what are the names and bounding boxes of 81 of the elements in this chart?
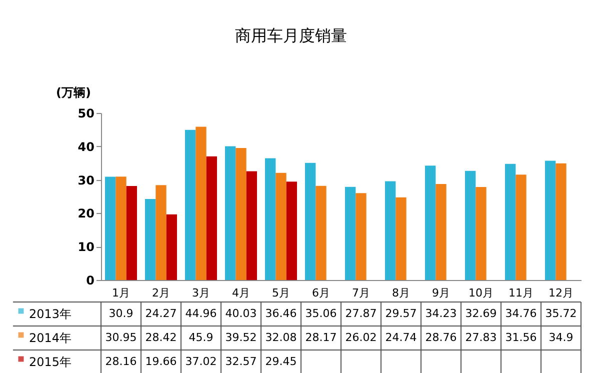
bar bbox=[196, 126, 206, 280]
x-tick-label: 8月 bbox=[392, 286, 410, 300]
bar bbox=[206, 156, 217, 280]
x-tick-label: 2月 bbox=[152, 286, 170, 300]
data-label: 32.57 bbox=[225, 355, 257, 368]
data-label: 35.06 bbox=[305, 307, 337, 320]
data-label: 24.27 bbox=[145, 307, 177, 320]
data-label: 19.66 bbox=[145, 355, 177, 368]
data-label: 32.08 bbox=[265, 331, 297, 344]
bar bbox=[225, 146, 236, 280]
bar bbox=[516, 174, 526, 280]
data-label: 30.95 bbox=[105, 331, 137, 344]
bar bbox=[385, 181, 396, 280]
y-tick-label: 20 bbox=[78, 206, 94, 221]
x-tick-label: 6月 bbox=[312, 286, 330, 300]
data-label: 27.87 bbox=[345, 307, 377, 320]
bar bbox=[126, 186, 137, 280]
x-tick-label: 1月 bbox=[112, 286, 130, 300]
data-label: 40.03 bbox=[225, 307, 257, 320]
bar bbox=[236, 148, 246, 280]
bar bbox=[286, 182, 297, 280]
bar bbox=[156, 185, 166, 280]
data-label: 29.45 bbox=[265, 355, 297, 368]
bar bbox=[556, 163, 566, 280]
x-tick-label: 9月 bbox=[432, 286, 450, 300]
bar bbox=[305, 162, 316, 280]
x-tick-label: 5月 bbox=[272, 286, 290, 300]
bar bbox=[116, 176, 126, 280]
y-axis-title: (万辆) bbox=[56, 86, 91, 100]
bar bbox=[145, 198, 156, 280]
x-tick-label: 12月 bbox=[548, 286, 574, 300]
data-label: 27.83 bbox=[465, 331, 497, 344]
data-label: 34.76 bbox=[505, 307, 537, 320]
x-tick-label: 3月 bbox=[192, 286, 210, 300]
x-tick-label: 7月 bbox=[352, 286, 370, 300]
bar bbox=[356, 193, 366, 280]
bar bbox=[265, 158, 276, 280]
data-label: 31.56 bbox=[505, 331, 537, 344]
y-tick-label: 10 bbox=[78, 240, 94, 254]
legend-label: 2014年 bbox=[29, 331, 72, 345]
data-label: 29.57 bbox=[385, 307, 417, 320]
chart-title: 商用车月度销量 bbox=[235, 26, 347, 45]
bar bbox=[476, 187, 486, 280]
data-label: 24.74 bbox=[385, 331, 417, 344]
data-label: 44.96 bbox=[185, 307, 217, 320]
y-tick-label: 30 bbox=[78, 173, 94, 188]
bar bbox=[425, 166, 436, 280]
data-label: 26.02 bbox=[345, 331, 377, 344]
data-label: 32.69 bbox=[465, 307, 497, 320]
data-label: 35.72 bbox=[545, 307, 577, 320]
y-tick-label: 50 bbox=[78, 106, 94, 120]
data-label: 30.9 bbox=[108, 307, 134, 320]
bar bbox=[276, 172, 286, 280]
data-label: 28.76 bbox=[425, 331, 457, 344]
data-label: 28.17 bbox=[305, 331, 337, 344]
bar bbox=[105, 176, 116, 280]
x-tick-label: 11月 bbox=[508, 286, 534, 300]
data-label: 37.02 bbox=[185, 355, 217, 368]
bar bbox=[436, 184, 446, 280]
bar bbox=[345, 186, 356, 280]
data-label: 39.52 bbox=[225, 331, 257, 344]
data-label: 28.16 bbox=[105, 355, 137, 368]
bar bbox=[465, 170, 476, 280]
bar bbox=[545, 160, 556, 280]
bar bbox=[396, 197, 406, 280]
x-tick-label: 10月 bbox=[468, 286, 494, 300]
data-label: 34.23 bbox=[425, 307, 457, 320]
data-label: 45.9 bbox=[188, 331, 214, 344]
bar bbox=[316, 186, 326, 280]
y-tick-label: 0 bbox=[86, 274, 94, 288]
legend-label: 2013年 bbox=[29, 307, 72, 321]
x-tick-label: 4月 bbox=[232, 286, 250, 300]
bar bbox=[166, 214, 177, 280]
bar bbox=[246, 171, 257, 280]
bar bbox=[505, 164, 516, 280]
data-label: 36.46 bbox=[265, 307, 297, 320]
data-label: 34.9 bbox=[548, 331, 574, 344]
y-tick-label: 40 bbox=[78, 140, 94, 154]
data-label: 28.42 bbox=[145, 331, 177, 344]
legend-label: 2015年 bbox=[29, 355, 72, 369]
bar bbox=[185, 130, 196, 280]
